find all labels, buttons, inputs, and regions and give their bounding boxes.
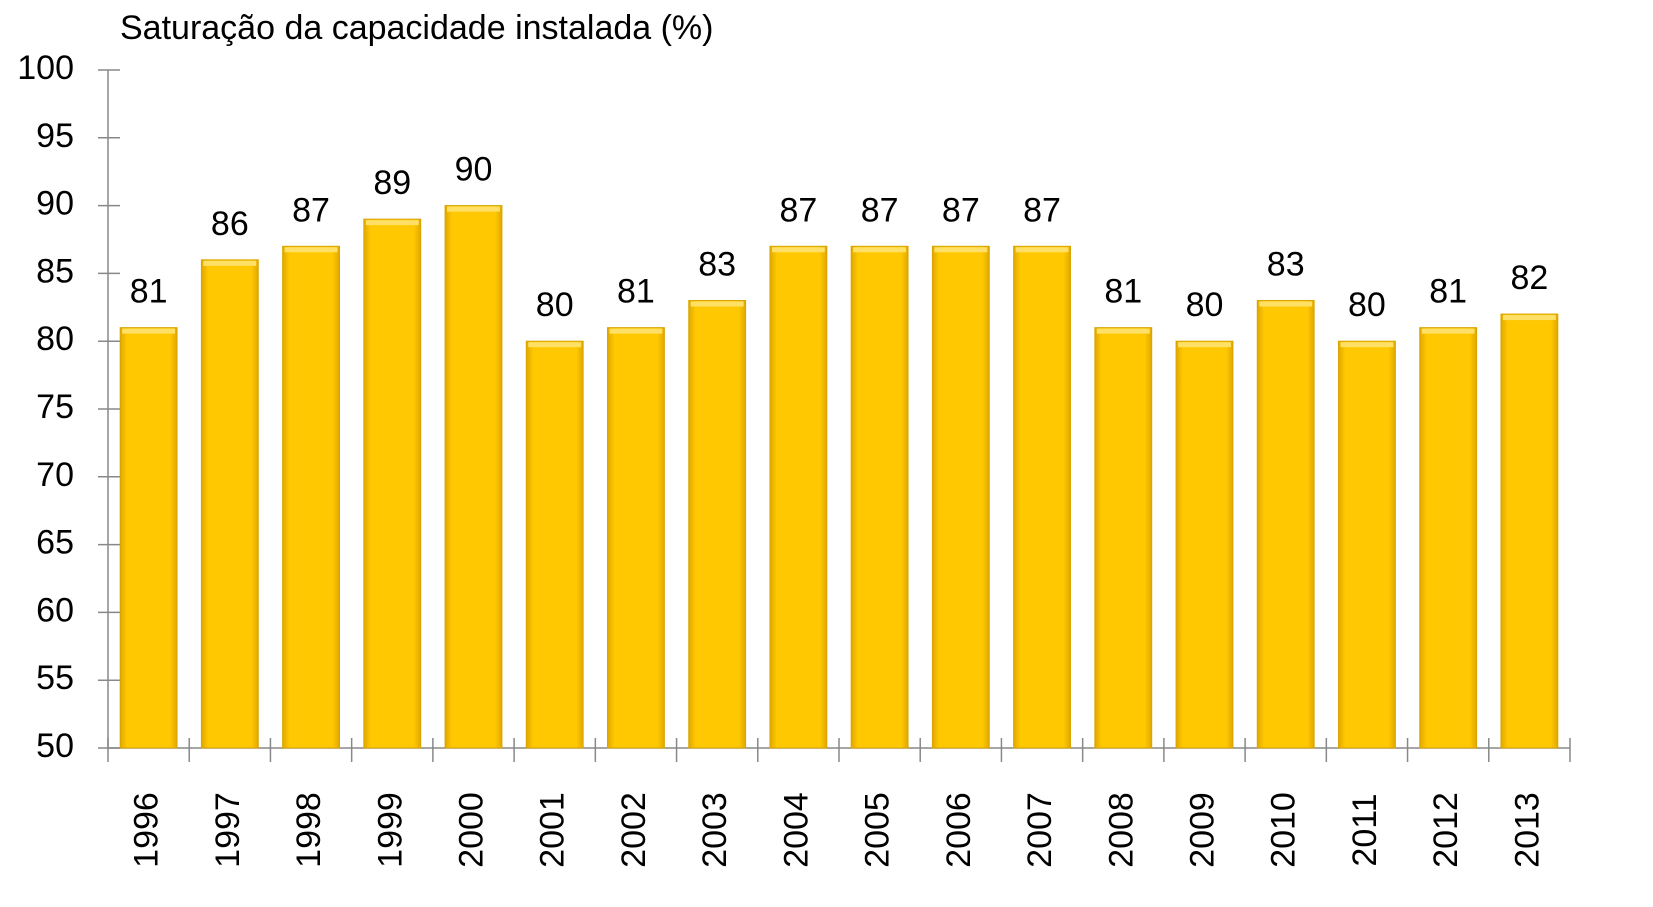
value-label: 90 [455, 151, 493, 189]
bar-top [690, 301, 744, 307]
bar [444, 205, 503, 749]
bar-top [284, 247, 338, 253]
bar [1256, 300, 1315, 749]
value-label: 87 [861, 191, 899, 229]
value-label: 82 [1510, 259, 1548, 297]
y-tick-label: 100 [17, 49, 74, 87]
value-label: 87 [779, 191, 817, 229]
bar-top [1340, 342, 1394, 348]
y-tick-label: 85 [36, 252, 74, 290]
bar [688, 300, 747, 749]
x-tick-label: 2012 [1427, 792, 1465, 868]
bar-top [122, 328, 176, 334]
bar-top [1421, 328, 1475, 334]
y-tick-label: 75 [36, 388, 74, 426]
value-label: 87 [292, 191, 330, 229]
value-label: 87 [942, 191, 980, 229]
bar [1500, 313, 1559, 749]
value-label: 83 [1267, 246, 1305, 284]
x-tick-label: 2005 [859, 792, 897, 868]
value-label: 87 [1023, 191, 1061, 229]
y-tick-label: 55 [36, 659, 74, 697]
bar-top [528, 342, 582, 348]
bar-top [1096, 328, 1150, 334]
x-tick-label: 2010 [1265, 792, 1303, 868]
chart-title: Saturação da capacidade instalada (%) [120, 9, 714, 47]
bar-top [771, 247, 825, 253]
x-tick-label: 2002 [615, 792, 653, 868]
x-tick-label: 2004 [777, 792, 815, 868]
x-tick-label: 1999 [371, 792, 409, 868]
y-tick-label: 70 [36, 456, 74, 494]
bar-top [203, 260, 257, 266]
bar-top [1015, 247, 1069, 253]
value-label: 81 [130, 273, 168, 311]
y-tick-label: 60 [36, 591, 74, 629]
y-tick-label: 80 [36, 320, 74, 358]
x-tick-label: 2006 [940, 792, 978, 868]
bar-top [1502, 315, 1556, 321]
bar [850, 245, 909, 749]
bar [363, 218, 422, 749]
bar [1013, 245, 1071, 749]
bar-top [609, 328, 663, 334]
x-tick-label: 2007 [1021, 792, 1059, 868]
x-tick-label: 1996 [128, 792, 166, 868]
bar [1175, 340, 1234, 749]
bar-top [853, 247, 907, 253]
bar [525, 340, 584, 749]
value-label: 81 [1429, 273, 1467, 311]
bar [119, 327, 178, 749]
bar [1094, 327, 1153, 749]
bar [769, 245, 828, 749]
bar [282, 245, 340, 749]
x-tick-label: 2001 [534, 792, 572, 868]
bar [1419, 327, 1478, 749]
value-label: 86 [211, 205, 249, 243]
value-label: 81 [617, 273, 655, 311]
x-tick-label: 2008 [1102, 792, 1140, 868]
x-tick-label: 1998 [290, 792, 328, 868]
value-label: 83 [698, 246, 736, 284]
x-tick-label: 2011 [1346, 793, 1384, 866]
y-tick-label: 65 [36, 524, 74, 562]
x-tick-label: 2000 [452, 792, 490, 868]
bar-top [1259, 301, 1313, 307]
y-tick-label: 95 [36, 117, 74, 155]
value-label: 80 [1186, 286, 1224, 324]
value-label: 89 [373, 164, 411, 202]
y-tick-label: 90 [36, 185, 74, 223]
x-tick-label: 1997 [209, 792, 247, 868]
bar-top [447, 206, 500, 212]
bar-top [1178, 342, 1231, 348]
bar [200, 259, 259, 749]
bar-top [934, 247, 988, 253]
value-label: 80 [536, 286, 574, 324]
x-tick-label: 2013 [1508, 792, 1546, 868]
bar-top [365, 220, 419, 226]
value-label: 81 [1104, 273, 1142, 311]
bar [931, 245, 990, 749]
value-label: 80 [1348, 286, 1386, 324]
bar [607, 327, 665, 749]
y-tick-label: 50 [36, 727, 74, 765]
bar [1338, 340, 1396, 749]
x-tick-label: 2009 [1183, 792, 1221, 868]
x-tick-label: 2003 [696, 792, 734, 868]
